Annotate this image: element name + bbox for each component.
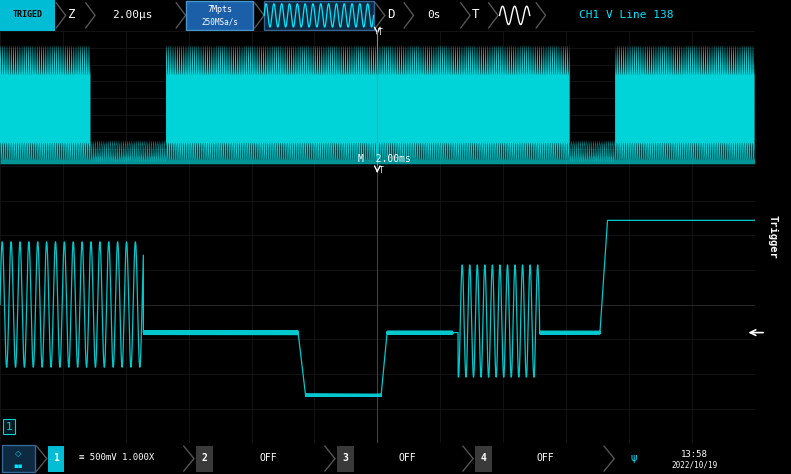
Text: ◇: ◇ bbox=[15, 449, 21, 458]
FancyBboxPatch shape bbox=[337, 446, 354, 472]
Text: CH1 V Line 138: CH1 V Line 138 bbox=[579, 10, 674, 20]
Text: D: D bbox=[387, 8, 395, 21]
FancyBboxPatch shape bbox=[0, 0, 55, 31]
Text: OFF: OFF bbox=[537, 453, 554, 463]
Text: 7Mpts: 7Mpts bbox=[207, 5, 232, 14]
Text: 3: 3 bbox=[343, 453, 349, 463]
Text: 250MSa/s: 250MSa/s bbox=[201, 18, 238, 27]
FancyBboxPatch shape bbox=[2, 445, 35, 473]
Text: 2.00μs: 2.00μs bbox=[112, 10, 153, 20]
FancyBboxPatch shape bbox=[264, 1, 373, 29]
Text: T: T bbox=[378, 28, 383, 37]
Text: ψ: ψ bbox=[630, 453, 637, 463]
FancyBboxPatch shape bbox=[187, 1, 253, 29]
Text: TRIGED: TRIGED bbox=[12, 10, 42, 19]
Text: OFF: OFF bbox=[399, 453, 416, 463]
Text: ▪▪: ▪▪ bbox=[13, 463, 23, 469]
Text: T: T bbox=[379, 166, 384, 175]
Text: 0s: 0s bbox=[427, 10, 441, 20]
Text: 13:58: 13:58 bbox=[681, 450, 708, 459]
Text: 1: 1 bbox=[6, 422, 13, 432]
Text: OFF: OFF bbox=[259, 453, 277, 463]
FancyBboxPatch shape bbox=[475, 446, 492, 472]
FancyBboxPatch shape bbox=[47, 446, 64, 472]
FancyBboxPatch shape bbox=[196, 446, 213, 472]
Text: Z: Z bbox=[68, 8, 75, 21]
Text: 2: 2 bbox=[202, 453, 207, 463]
Text: M  2.00ms: M 2.00ms bbox=[358, 154, 411, 164]
Text: 1: 1 bbox=[53, 453, 59, 463]
Text: 4: 4 bbox=[481, 453, 486, 463]
Text: ≡ 500mV 1.000X: ≡ 500mV 1.000X bbox=[79, 454, 154, 463]
Text: Trigger: Trigger bbox=[768, 215, 778, 259]
Text: 2022/10/19: 2022/10/19 bbox=[671, 461, 717, 470]
Text: T: T bbox=[471, 8, 479, 21]
